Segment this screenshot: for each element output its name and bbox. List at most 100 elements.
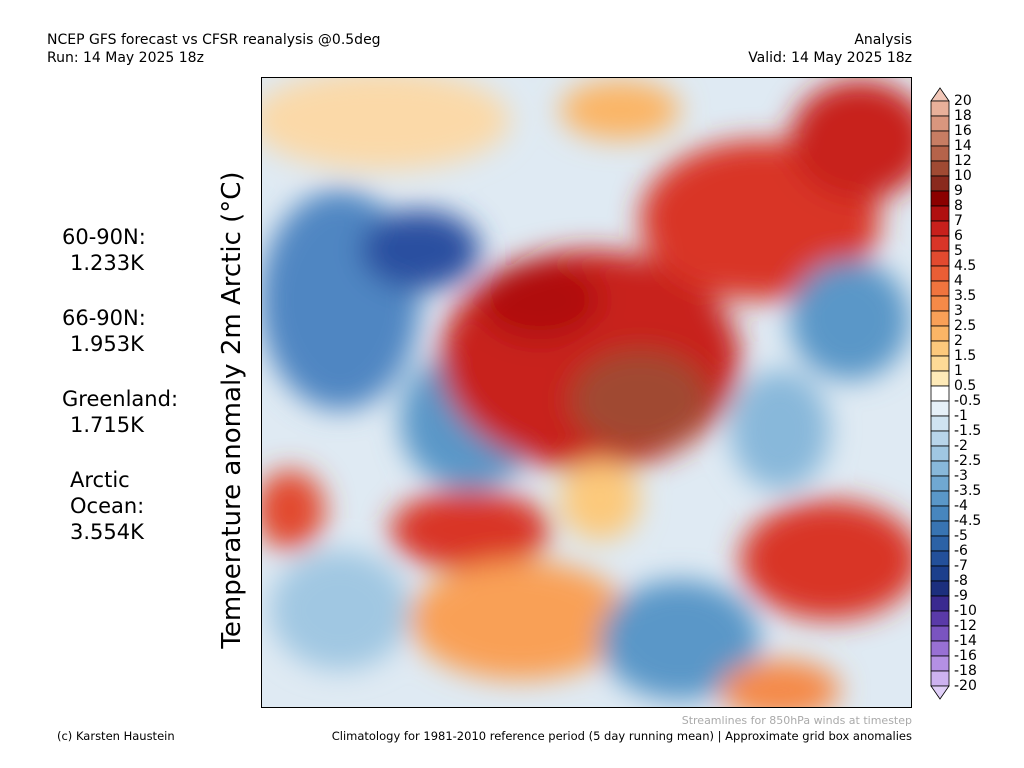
colorbar-box (930, 175, 950, 192)
colorbar-label: 18 (954, 108, 972, 124)
colorbar-box (930, 145, 950, 162)
colorbar-label: -14 (954, 633, 977, 649)
colorbar-box (930, 235, 950, 252)
colorbar-label: 0.5 (954, 378, 976, 394)
colorbar-box (930, 265, 950, 282)
colorbar-label: 3.5 (954, 288, 976, 304)
colorbar-label: -4.5 (954, 513, 981, 529)
colorbar-label: 2 (954, 333, 963, 349)
colorbar-box (930, 445, 950, 462)
colorbar-box (930, 610, 950, 627)
colorbar: 201816141210987654.543.532.521.510.5-0.5… (930, 87, 981, 700)
colorbar-box (930, 595, 950, 612)
colorbar-label: 4.5 (954, 258, 976, 274)
colorbar-box (930, 640, 950, 657)
colorbar-box (930, 460, 950, 477)
colorbar-box (930, 250, 950, 267)
colorbar-box (930, 625, 950, 642)
colorbar-box (930, 475, 950, 492)
map (261, 77, 912, 708)
colorbar-box (930, 370, 950, 387)
colorbar-label: 16 (954, 123, 972, 139)
colorbar-box (930, 400, 950, 417)
colorbar-box (930, 100, 950, 117)
colorbar-box (930, 385, 950, 402)
colorbar-label: 7 (954, 213, 963, 229)
colorbar-label: -2 (954, 438, 968, 454)
colorbar-box (930, 535, 950, 552)
climatology-note: Climatology for 1981-2010 reference peri… (332, 729, 912, 743)
colorbar-label: -6 (954, 543, 968, 559)
colorbar-box (930, 565, 950, 582)
colorbar-label: 3 (954, 303, 963, 319)
colorbar-label: -7 (954, 558, 968, 574)
colorbar-box (930, 340, 950, 357)
colorbar-box (930, 205, 950, 222)
colorbar-label: 20 (954, 93, 972, 109)
colorbar-box (930, 550, 950, 567)
colorbar-box (930, 310, 950, 327)
stat-value: 3.554K (70, 520, 145, 544)
colorbar-label: -16 (954, 648, 977, 664)
colorbar-arrow (930, 685, 950, 700)
colorbar-box (930, 655, 950, 672)
colorbar-label: 5 (954, 243, 963, 259)
colorbar-label: -18 (954, 663, 977, 679)
title-left-1: NCEP GFS forecast vs CFSR reanalysis @0.… (47, 32, 381, 48)
colorbar-box (930, 220, 950, 237)
colorbar-box (930, 325, 950, 342)
colorbar-box (930, 355, 950, 372)
colorbar-label: 8 (954, 198, 963, 214)
colorbar-label: -10 (954, 603, 977, 619)
colorbar-label: 1 (954, 363, 963, 379)
colorbar-label: 9 (954, 183, 963, 199)
colorbar-label: -0.5 (954, 393, 981, 409)
stat-value: 1.715K (70, 413, 145, 437)
streamline-note: Streamlines for 850hPa winds at timestep (682, 714, 912, 727)
colorbar-label: 12 (954, 153, 972, 169)
y-axis-label: Temperature anomaly 2m Arctic (°C) (217, 171, 247, 649)
colorbar-box (930, 505, 950, 522)
colorbar-box (930, 430, 950, 447)
stat-value: 1.233K (70, 251, 145, 275)
colorbar-label: 1.5 (954, 348, 976, 364)
colorbar-label: -1 (954, 408, 968, 424)
colorbar-box (930, 295, 950, 312)
colorbar-label: 4 (954, 273, 963, 289)
colorbar-label: 10 (954, 168, 972, 184)
colorbar-box (930, 115, 950, 132)
colorbar-label: -9 (954, 588, 968, 604)
colorbar-box (930, 130, 950, 147)
credit: (c) Karsten Haustein (57, 729, 175, 743)
title-right-2: Valid: 14 May 2025 18z (748, 50, 912, 66)
colorbar-label: -8 (954, 573, 968, 589)
colorbar-label: 14 (954, 138, 972, 154)
colorbar-box (930, 415, 950, 432)
colorbar-box (930, 580, 950, 597)
colorbar-box (930, 490, 950, 507)
colorbar-label: -3.5 (954, 483, 981, 499)
stat-value: 1.953K (70, 332, 145, 356)
stat-label: 60-90N: (62, 225, 146, 249)
colorbar-box (930, 160, 950, 177)
colorbar-box (930, 520, 950, 537)
colorbar-box (930, 280, 950, 297)
stat-label: Arctic (70, 468, 130, 492)
title-left-2: Run: 14 May 2025 18z (47, 50, 204, 66)
colorbar-label: 6 (954, 228, 963, 244)
colorbar-label: -1.5 (954, 423, 981, 439)
colorbar-label: -20 (954, 678, 977, 694)
stat-label: Greenland: (62, 387, 178, 411)
colorbar-box (930, 670, 950, 687)
title-right-1: Analysis (854, 32, 912, 48)
colorbar-label: -2.5 (954, 453, 981, 469)
colorbar-label: -12 (954, 618, 977, 634)
colorbar-label: -3 (954, 468, 968, 484)
colorbar-label: 2.5 (954, 318, 976, 334)
stat-label: Ocean: (70, 494, 144, 518)
colorbar-arrow (930, 87, 950, 102)
colorbar-label: -4 (954, 498, 968, 514)
colorbar-label: -5 (954, 528, 968, 544)
stat-label: 66-90N: (62, 306, 146, 330)
